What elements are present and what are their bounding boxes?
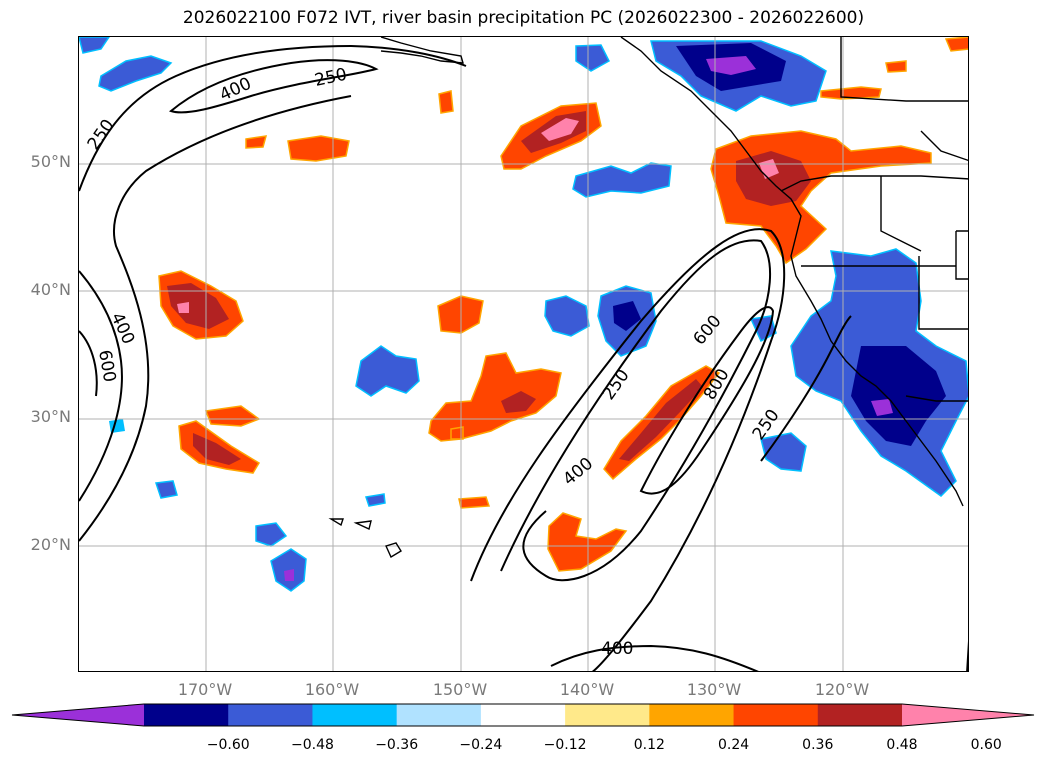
colorbar-tick-label: 0.60 xyxy=(970,737,1002,753)
positive-anomaly-region xyxy=(204,405,261,427)
positive-anomaly-region xyxy=(710,130,932,265)
figure-title: 2026022100 F072 IVT, river basin precipi… xyxy=(182,8,865,28)
map-panel: 250 400 250 400 600 600 250 400 800 250 … xyxy=(78,36,969,672)
negative-anomaly-region xyxy=(154,480,178,499)
negative-anomaly-core xyxy=(284,569,294,581)
ivt-contours xyxy=(79,44,968,671)
contour-label: 600 xyxy=(690,311,726,349)
negative-anomaly-region xyxy=(365,493,386,507)
positive-anomaly-core xyxy=(619,379,703,461)
lon-label-120w: 120°W xyxy=(814,680,870,699)
coastlines xyxy=(328,37,968,559)
colorbar-tick-label: −0.24 xyxy=(459,737,503,753)
contour-label: 400 xyxy=(601,639,633,659)
colorbar-segment xyxy=(228,704,313,726)
negative-anomaly-core xyxy=(851,346,946,446)
contour-labels: 250 400 250 400 600 600 250 400 800 250 … xyxy=(84,65,784,659)
contour-label: 600 xyxy=(94,348,119,383)
lon-label-160w: 160°W xyxy=(304,680,360,699)
map-canvas: 250 400 250 400 600 600 250 400 800 250 … xyxy=(79,37,968,671)
positive-anomaly-core xyxy=(193,433,241,465)
positive-anomaly-region xyxy=(245,135,268,149)
colorbar-segment xyxy=(312,704,398,726)
positive-anomaly-core xyxy=(736,151,811,206)
lon-label-170w: 170°W xyxy=(177,680,233,699)
negative-anomaly-region xyxy=(575,44,610,72)
positive-anomaly-region xyxy=(428,352,562,442)
colorbar-tick-label: 0.24 xyxy=(717,737,750,753)
colorbar-tick-label: 0.12 xyxy=(633,737,665,753)
negative-anomaly-region xyxy=(544,295,590,337)
colorbar-tick-label: −0.60 xyxy=(206,737,250,753)
positive-anomaly-region xyxy=(547,512,628,572)
negative-anomaly-core xyxy=(613,301,641,331)
negative-anomaly-region xyxy=(255,522,288,547)
colorbar-segment xyxy=(649,704,735,726)
contour-label: 250 xyxy=(84,116,119,154)
negative-anomaly-region xyxy=(270,548,307,592)
positive-anomaly-region xyxy=(287,135,350,162)
colorbar-segment xyxy=(144,704,229,726)
positive-anomaly-region xyxy=(820,86,882,100)
colorbar-tick-label: −0.36 xyxy=(375,737,419,753)
lat-label-20n: 20°N xyxy=(30,535,71,554)
contour-label: 400 xyxy=(559,454,597,490)
negative-anomaly-region xyxy=(109,419,125,433)
colorbar-tick-label: 0.48 xyxy=(886,737,918,753)
positive-anomaly-region xyxy=(944,37,968,52)
colorbar-extend-max xyxy=(902,704,1034,726)
positive-anomaly-region xyxy=(450,426,464,440)
negative-anomaly-peak xyxy=(871,399,893,416)
colorbar-tick-label: 0.36 xyxy=(802,737,834,753)
colorbar-extend-min xyxy=(12,704,144,726)
colorbar-segment xyxy=(817,704,903,726)
lat-label-40n: 40°N xyxy=(30,280,71,299)
negative-anomaly-region xyxy=(760,432,807,472)
positive-anomaly-peak xyxy=(541,118,579,141)
positive-anomaly-core xyxy=(167,283,229,329)
lat-label-50n: 50°N xyxy=(30,152,71,171)
positive-anomaly-region xyxy=(458,496,491,509)
lon-label-150w: 150°W xyxy=(432,680,488,699)
lat-label-30n: 30°N xyxy=(30,407,71,426)
positive-anomaly-core xyxy=(501,391,536,413)
contour-label: 250 xyxy=(599,366,634,404)
colorbar-segment xyxy=(565,704,650,726)
lon-label-140w: 140°W xyxy=(559,680,615,699)
negative-anomaly-region xyxy=(79,37,110,54)
negative-anomaly-region xyxy=(749,315,777,343)
graticule xyxy=(79,37,968,671)
negative-anomaly-region xyxy=(355,345,420,397)
negative-anomaly-peak xyxy=(706,56,756,75)
negative-anomaly-region xyxy=(572,162,672,198)
lon-label-130w: 130°W xyxy=(686,680,742,699)
colorbar-tick-label: −0.48 xyxy=(290,737,334,753)
colorbar-tick-label: −0.12 xyxy=(543,737,587,753)
negative-anomaly-region xyxy=(98,55,173,92)
colorbar-segment xyxy=(733,704,819,726)
colorbar-segment xyxy=(480,704,566,726)
colorbar-segment xyxy=(396,704,482,726)
contour-label: 250 xyxy=(313,65,349,91)
contour-label: 400 xyxy=(106,310,138,348)
colorbar xyxy=(11,703,1035,727)
positive-anomaly-region xyxy=(885,60,907,73)
positive-anomaly-region xyxy=(438,90,454,114)
positive-anomaly-peak xyxy=(177,302,189,313)
precip-anomaly-fills xyxy=(79,37,968,592)
